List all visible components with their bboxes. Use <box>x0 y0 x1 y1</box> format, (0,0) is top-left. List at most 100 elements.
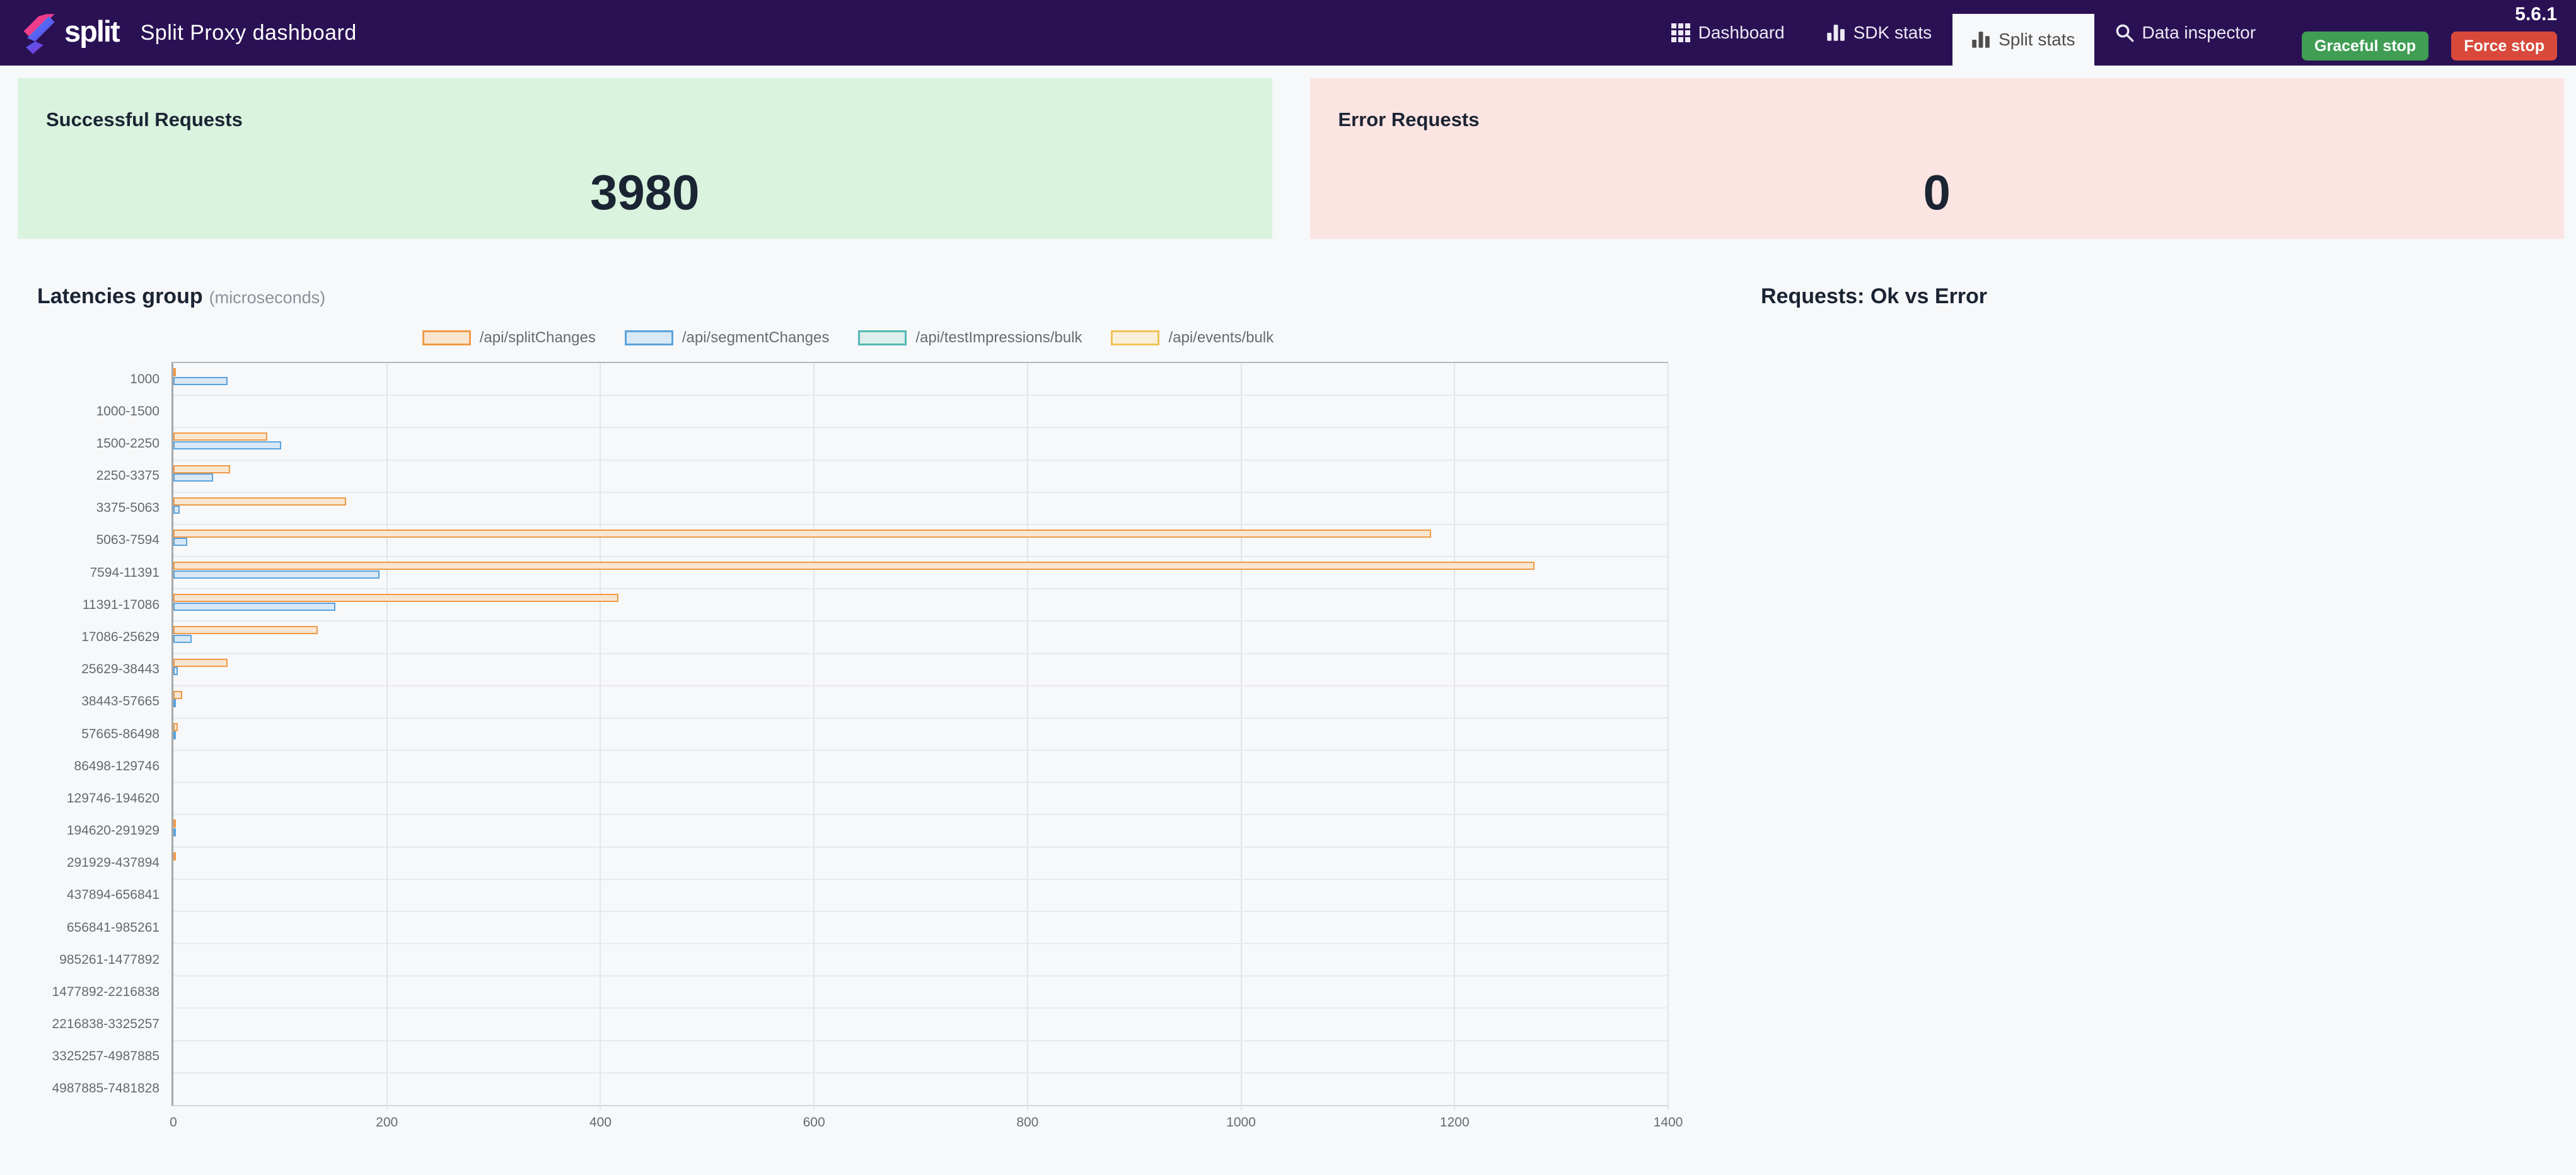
vertical-gridline <box>600 363 601 1110</box>
bar <box>173 658 228 667</box>
bar <box>173 570 380 579</box>
graceful-stop-button[interactable]: Graceful stop <box>2302 31 2429 61</box>
y-axis-label: 86498-129746 <box>74 758 160 773</box>
y-axis-label: 1477892-2216838 <box>52 984 160 999</box>
page-title: Split Proxy dashboard <box>140 20 357 45</box>
horizontal-gridline <box>173 846 1668 848</box>
brand-wordmark: split <box>64 14 120 48</box>
y-axis-label: 985261-1477892 <box>59 952 160 967</box>
horizontal-gridline <box>173 427 1668 429</box>
force-stop-button[interactable]: Force stop <box>2451 31 2557 61</box>
chart-legend: /api/splitChanges/api/segmentChanges/api… <box>25 328 1671 348</box>
bar <box>173 626 318 635</box>
y-axis-label: 38443-57665 <box>81 694 160 709</box>
legend-item-api-splitchanges[interactable]: /api/splitChanges <box>422 329 596 347</box>
vertical-gridline <box>1026 363 1028 1110</box>
bar <box>173 562 1535 570</box>
y-axis-label: 57665-86498 <box>81 726 160 741</box>
successful-requests-card: Successful Requests 3980 <box>18 78 1272 239</box>
bar <box>173 667 178 676</box>
bar <box>173 441 282 449</box>
horizontal-gridline <box>173 1072 1668 1074</box>
bar <box>173 819 176 828</box>
y-axis-label: 17086-25629 <box>81 629 160 644</box>
horizontal-gridline <box>173 685 1668 686</box>
nav-label: Dashboard <box>1698 23 1785 42</box>
legend-item-api-events-bulk[interactable]: /api/events/bulk <box>1111 329 1273 347</box>
latencies-section-subtitle: (microseconds) <box>209 288 326 307</box>
y-axis-label: 1000-1500 <box>96 403 160 419</box>
nav-split-stats[interactable]: Split stats <box>1952 14 2094 66</box>
latencies-chart: /api/splitChanges/api/segmentChanges/api… <box>25 328 1683 1130</box>
bar <box>173 852 176 860</box>
y-axis-label: 3325257-4987885 <box>52 1049 160 1064</box>
bar <box>173 376 228 385</box>
x-axis-label: 800 <box>1016 1115 1039 1130</box>
nav-label: Split stats <box>1999 30 2075 49</box>
bar <box>173 368 176 376</box>
x-axis-label: 1400 <box>1653 1115 1683 1130</box>
y-axis-label: 656841-985261 <box>66 920 160 935</box>
error-requests-value: 0 <box>1923 165 1951 220</box>
y-axis-label: 437894-656841 <box>66 888 160 903</box>
y-axis-label: 3375-5063 <box>96 501 160 516</box>
horizontal-gridline <box>173 556 1668 558</box>
vertical-gridline <box>1240 363 1242 1110</box>
bar-chart-icon <box>1826 23 1845 42</box>
horizontal-gridline <box>173 782 1668 784</box>
horizontal-gridline <box>173 652 1668 654</box>
horizontal-gridline <box>173 878 1668 880</box>
x-axis-label: 600 <box>803 1115 825 1130</box>
bar <box>173 634 192 643</box>
nav-label: SDK stats <box>1853 23 1932 42</box>
split-brand[interactable]: split <box>21 11 120 54</box>
legend-swatch <box>422 330 471 345</box>
legend-swatch <box>858 330 907 345</box>
legend-item-api-segmentchanges[interactable]: /api/segmentChanges <box>624 329 830 347</box>
horizontal-gridline <box>173 975 1668 977</box>
bar-chart-icon <box>1971 30 1990 49</box>
legend-item-api-testimpressions-bulk[interactable]: /api/testImpressions/bulk <box>858 329 1082 347</box>
nav-dashboard[interactable]: Dashboard <box>1671 23 1785 43</box>
legend-label: /api/events/bulk <box>1168 329 1274 346</box>
legend-label: /api/segmentChanges <box>682 329 830 346</box>
y-axis-label: 4987885-7481828 <box>52 1081 160 1096</box>
y-axis-label: 11391-17086 <box>82 597 160 612</box>
bar <box>173 602 336 611</box>
horizontal-gridline <box>173 943 1668 945</box>
vertical-gridline <box>1454 363 1456 1110</box>
x-axis-label: 1200 <box>1439 1115 1470 1130</box>
x-axis-label: 0 <box>170 1115 177 1130</box>
x-axis-label: 1000 <box>1226 1115 1256 1130</box>
nav-sdk-stats[interactable]: SDK stats <box>1826 23 1932 43</box>
split-logo-icon <box>21 11 58 54</box>
bar <box>173 465 230 473</box>
horizontal-gridline <box>173 1039 1668 1041</box>
horizontal-gridline <box>173 620 1668 622</box>
error-requests-card: Error Requests 0 <box>1309 78 2564 239</box>
latencies-section-title: Latencies group (microseconds) <box>37 284 326 308</box>
horizontal-gridline <box>173 1007 1668 1009</box>
horizontal-gridline <box>173 588 1668 590</box>
bar <box>173 828 176 836</box>
y-axis-label: 1500-2250 <box>96 436 160 451</box>
legend-swatch <box>1111 330 1160 345</box>
horizontal-gridline <box>173 459 1668 461</box>
latencies-chart-canvas: 0 200 400 600 800 1000 1200 1400 1000 1000-1500 15… <box>52 362 1683 1130</box>
bar <box>173 497 347 506</box>
y-axis-label: 194620-291929 <box>66 823 160 838</box>
latencies-chart-plot: 0 200 400 600 800 1000 1200 1400 1000 1000-1500 15… <box>52 362 1683 1130</box>
bar <box>173 473 213 482</box>
horizontal-gridline <box>173 814 1668 816</box>
search-icon <box>2115 23 2134 42</box>
requests-section-title: Requests: Ok vs Error <box>1761 284 1988 308</box>
horizontal-gridline <box>173 523 1668 525</box>
nav-data-inspector[interactable]: Data inspector <box>2115 23 2256 43</box>
horizontal-gridline <box>173 491 1668 493</box>
bar <box>173 594 619 603</box>
bar <box>173 690 182 699</box>
bar <box>173 529 1432 538</box>
bar <box>173 731 176 740</box>
bar <box>173 722 178 731</box>
error-requests-title: Error Requests <box>1338 108 1480 130</box>
